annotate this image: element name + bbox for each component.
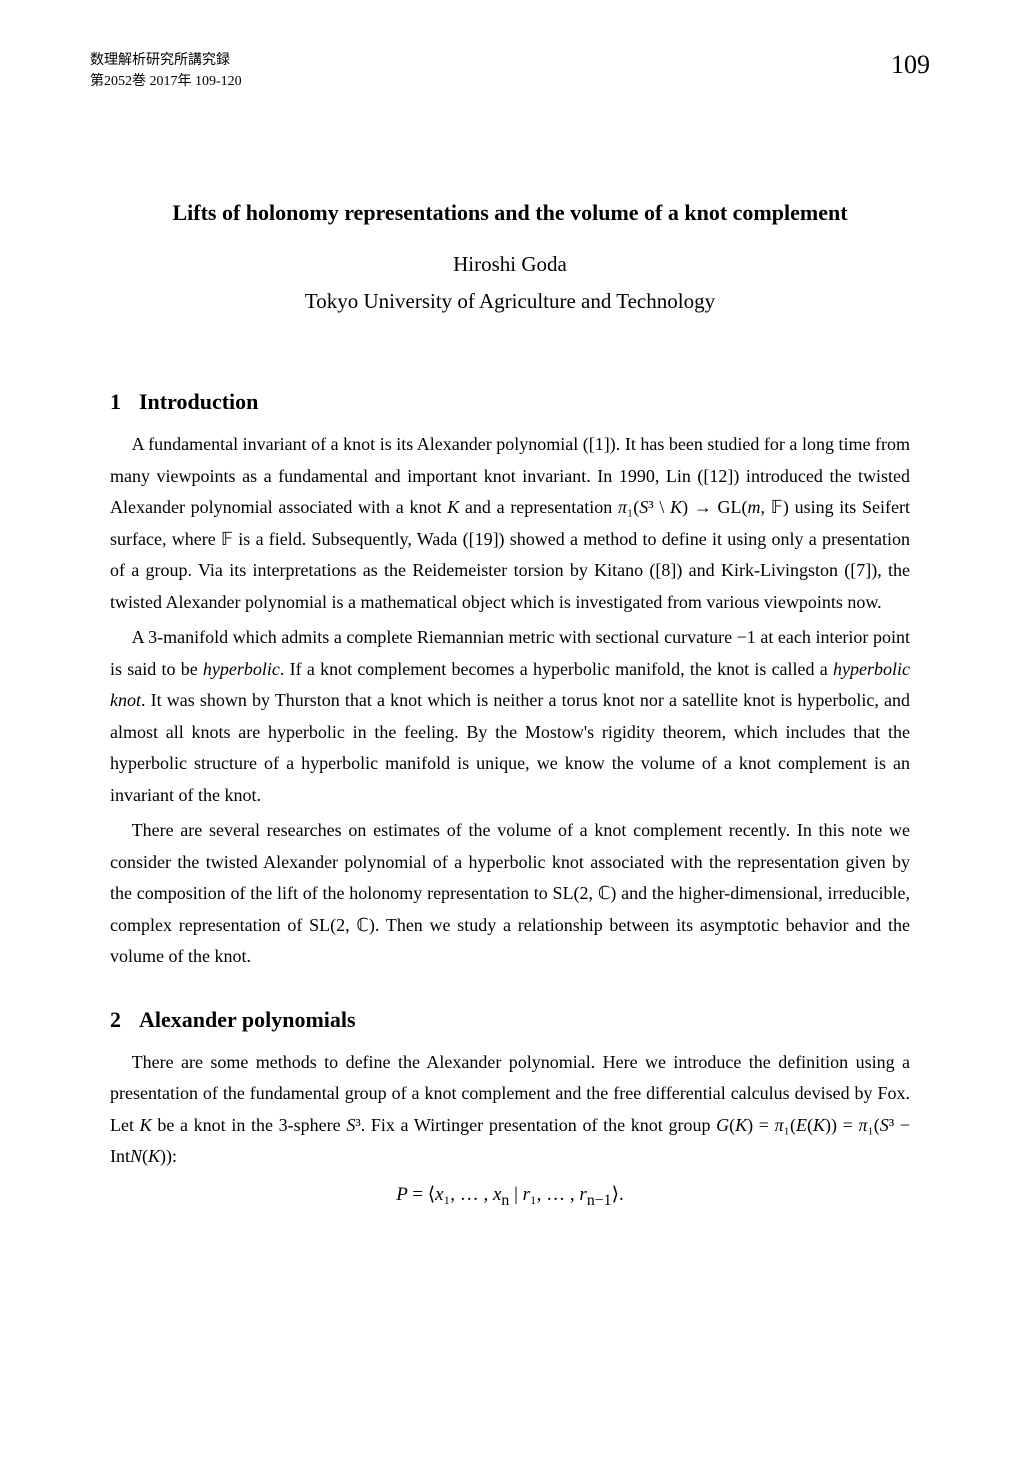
section-alexander-polynomials: 2 Alexander polynomials There are some me… bbox=[110, 1007, 910, 1210]
section-title: Alexander polynomials bbox=[139, 1007, 356, 1032]
author-name: Hiroshi Goda bbox=[110, 252, 910, 277]
paragraph: A 3-manifold which admits a complete Rie… bbox=[110, 622, 910, 811]
section-heading: 2 Alexander polynomials bbox=[110, 1007, 910, 1033]
section-title: Introduction bbox=[139, 389, 258, 414]
author-affiliation: Tokyo University of Agriculture and Tech… bbox=[110, 289, 910, 314]
header-line1: 数理解析研究所講究録 bbox=[90, 50, 242, 71]
section-introduction: 1 Introduction A fundamental invariant of… bbox=[110, 389, 910, 973]
paper-title: Lifts of holonomy representations and th… bbox=[110, 200, 910, 226]
header-line2: 第2052巻 2017年 109-120 bbox=[90, 71, 242, 92]
section-heading: 1 Introduction bbox=[110, 389, 910, 415]
page-number: 109 bbox=[891, 50, 930, 80]
section-number: 2 bbox=[110, 1007, 121, 1033]
header-metadata: 数理解析研究所講究録 第2052巻 2017年 109-120 bbox=[90, 50, 242, 92]
paragraph: There are several researches on estimate… bbox=[110, 815, 910, 973]
paragraph: There are some methods to define the Ale… bbox=[110, 1047, 910, 1173]
paragraph: A fundamental invariant of a knot is its… bbox=[110, 429, 910, 618]
section-number: 1 bbox=[110, 389, 121, 415]
equation-presentation: P = ⟨x₁, … , xn | r₁, … , rn−1⟩. bbox=[110, 1183, 910, 1210]
